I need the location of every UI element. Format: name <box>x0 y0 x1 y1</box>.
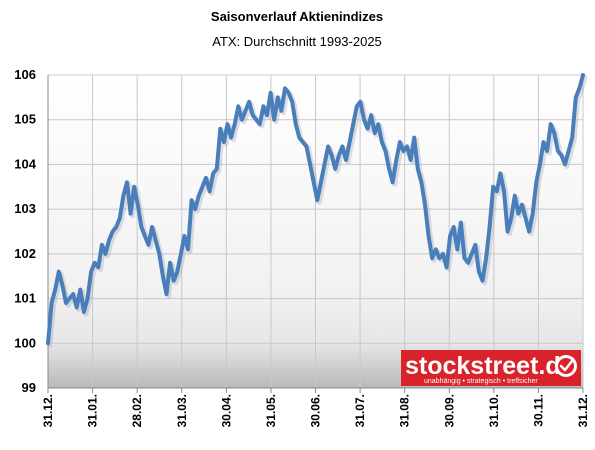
x-tick-label: 28.02. <box>130 394 144 427</box>
x-tick-label: 31.10. <box>487 394 501 427</box>
y-tick-label: 105 <box>14 112 36 127</box>
x-axis-ticks: 31.12. 31.01. 28.02. 31.03. 30.04. 31.05. 30.0… <box>41 388 590 427</box>
y-tick-label: 102 <box>14 246 36 261</box>
x-tick-label: 31.12. <box>576 394 590 427</box>
y-tick-label: 101 <box>14 291 36 306</box>
logo-background <box>401 350 581 386</box>
stockstreet-logo: stockstreet.de unabhängig • strategisch … <box>401 350 581 386</box>
y-tick-label: 104 <box>14 156 36 171</box>
logo-tagline: unabhängig • strategisch • treffsicher <box>424 378 538 385</box>
y-tick-label: 103 <box>14 201 36 216</box>
x-tick-label: 30.09. <box>442 394 456 427</box>
x-tick-label: 31.03. <box>175 394 189 427</box>
y-tick-label: 99 <box>22 380 36 395</box>
series-line-atx <box>46 73 585 346</box>
x-tick-label: 31.07. <box>353 394 367 427</box>
x-tick-label: 30.04. <box>219 394 233 427</box>
logo-name: stockstreet.de <box>405 352 575 380</box>
x-tick-label: 31.12. <box>41 394 55 427</box>
chart-subtitle: ATX: Durchschnitt 1993-2025 <box>212 34 382 49</box>
x-tick-label: 30.11. <box>531 394 545 427</box>
y-axis-ticks: 99 100 101 102 103 104 105 106 <box>14 67 36 395</box>
y-tick-label: 106 <box>14 67 36 82</box>
x-tick-label: 30.06. <box>309 394 323 427</box>
x-tick-label: 31.05. <box>264 394 278 427</box>
chart-title: Saisonverlauf Aktienindizes <box>211 9 383 24</box>
y-tick-label: 100 <box>14 335 36 350</box>
x-tick-label: 31.08. <box>398 394 412 427</box>
x-tick-label: 31.01. <box>86 394 100 427</box>
check-badge-icon <box>555 355 577 377</box>
